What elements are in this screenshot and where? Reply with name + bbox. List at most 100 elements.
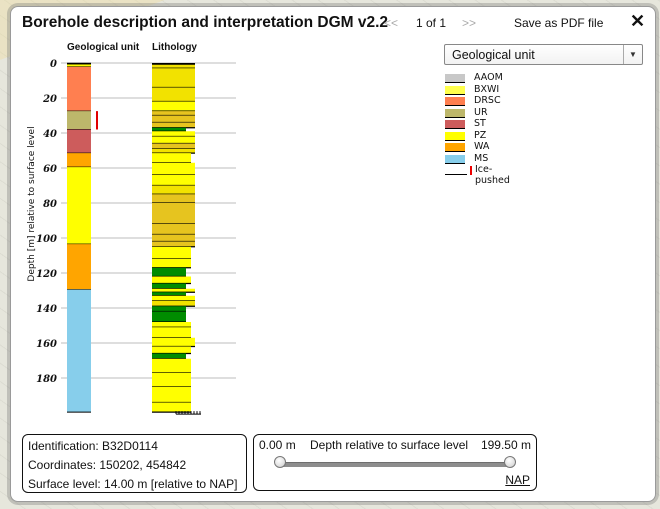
depth-min-value: 0.00 m <box>259 438 296 452</box>
close-icon[interactable]: ✕ <box>630 11 646 31</box>
lithology-layer <box>152 101 195 112</box>
page-indicator: 1 of 1 <box>416 16 447 30</box>
borehole-dialog: Borehole description and interpretation … <box>10 6 656 502</box>
legend-swatch <box>445 143 465 152</box>
dialog-title: Borehole description and interpretation … <box>22 14 389 31</box>
depth-tick-label: 80 <box>43 199 57 210</box>
lithology-layer <box>152 283 186 289</box>
legend-swatch <box>445 154 465 164</box>
chevron-down-icon[interactable]: ▼ <box>623 45 642 64</box>
depth-range-control: 0.00 m Depth relative to surface level 1… <box>253 434 537 491</box>
legend-swatch <box>445 85 465 95</box>
lithology-layer <box>152 185 195 195</box>
legend-label: ST <box>474 118 486 129</box>
legend-swatch <box>445 74 465 83</box>
depth-tick-label: 0 <box>50 59 57 70</box>
lithology-layer <box>152 87 195 102</box>
lithology-layer <box>152 241 195 247</box>
lithology-layer <box>152 224 195 235</box>
geo-unit-ms <box>67 289 91 413</box>
geo-unit-drsc <box>67 66 91 112</box>
lithology-layer <box>152 68 195 88</box>
next-page-button[interactable]: >> <box>462 16 477 30</box>
depth-tick-label: 120 <box>36 269 57 280</box>
legend-type-value: Geological unit <box>452 48 535 62</box>
depth-tick-label: 60 <box>43 164 57 175</box>
lithology-layer <box>152 386 191 403</box>
lithology-layer <box>152 259 191 268</box>
boundary-line-icon <box>445 174 467 175</box>
depth-tick-label: 180 <box>36 374 57 385</box>
lithology-layer <box>152 295 195 301</box>
lithology-layer <box>152 402 191 413</box>
lithology-layer <box>152 148 195 154</box>
depth-slider-min-handle[interactable] <box>274 456 286 468</box>
legend-label: DRSC <box>474 95 501 106</box>
legend-swatch <box>445 131 465 141</box>
depth-tick-label: 160 <box>36 339 57 350</box>
depth-slider-max-handle[interactable] <box>504 456 516 468</box>
legend-swatch <box>445 97 465 106</box>
lithology-header: Lithology <box>152 42 197 53</box>
depth-range-label: Depth relative to surface level <box>310 438 469 452</box>
legend-label: PZ <box>474 129 487 141</box>
legend-label: AAOM <box>474 72 503 83</box>
lithology-layer <box>152 267 186 277</box>
lithology-layer <box>152 306 186 312</box>
save-pdf-button[interactable]: Save as PDF file <box>514 16 604 30</box>
legend-label: WA <box>474 141 490 152</box>
geo-unit-pz <box>67 167 91 245</box>
borehole-log-plot: 0 20 40 60 80 100 120 140 160 180 <box>36 59 236 415</box>
lithology-layer <box>152 63 195 65</box>
depth-slider-track[interactable] <box>282 462 512 467</box>
lithology-layer <box>152 153 191 163</box>
depth-tick-label: 100 <box>36 234 57 245</box>
lithology-layer <box>152 353 186 359</box>
geo-unit-bxwi <box>67 64 91 67</box>
geo-unit-st <box>67 129 91 154</box>
geo-unit-ur <box>67 111 91 130</box>
legend-label: BXWI <box>474 83 500 95</box>
legend-label: Ice-pushed <box>475 164 510 186</box>
legend-type-select[interactable]: Geological unit ▼ <box>444 44 643 65</box>
lithology-layer <box>152 115 195 123</box>
lithology-layer <box>152 111 195 116</box>
legend-label: MS <box>474 152 489 164</box>
geological-unit-header: Geological unit <box>67 42 140 53</box>
ice-pushed-icon <box>470 166 472 175</box>
lithology-layer <box>152 127 186 132</box>
depth-max-value: 199.50 m <box>480 438 531 452</box>
lithology-layer <box>152 175 195 186</box>
lithology-layer <box>152 131 195 137</box>
lithology-layer <box>152 292 186 296</box>
legend-swatch <box>445 108 465 118</box>
lithology-layer <box>152 203 195 224</box>
lithology-layer <box>152 64 195 69</box>
lithology-layer <box>152 143 195 149</box>
borehole-info-box: Identification: B32D0114 Coordinates: 15… <box>22 434 247 493</box>
lithology-layer <box>152 234 195 242</box>
lithology-layer <box>152 311 186 322</box>
identification-text: Identification: B32D0114 <box>28 439 158 453</box>
lithology-layer <box>152 372 191 387</box>
ice-pushed-marker <box>96 111 98 130</box>
lithology-layer <box>152 122 195 128</box>
lithology-layer <box>152 194 195 203</box>
geo-unit-wa <box>67 244 91 290</box>
legend-label: UR <box>474 106 488 118</box>
nap-link[interactable]: NAP <box>505 473 530 487</box>
depth-tick-label: 140 <box>36 304 57 315</box>
lithology-layer <box>152 337 195 347</box>
lithology-layer <box>152 358 191 373</box>
legend-swatch <box>445 120 465 129</box>
geo-unit-wa <box>67 153 91 168</box>
lithology-layer <box>152 322 191 328</box>
lithology-layer <box>152 276 191 284</box>
coordinates-text: Coordinates: 150202, 454842 <box>28 458 187 472</box>
lithology-layer <box>152 288 195 293</box>
lithology-layer <box>152 301 195 307</box>
lithology-layer <box>152 136 195 144</box>
previous-page-button[interactable]: << <box>384 16 399 30</box>
lithology-layer <box>152 327 191 338</box>
depth-tick-label: 40 <box>43 129 57 140</box>
